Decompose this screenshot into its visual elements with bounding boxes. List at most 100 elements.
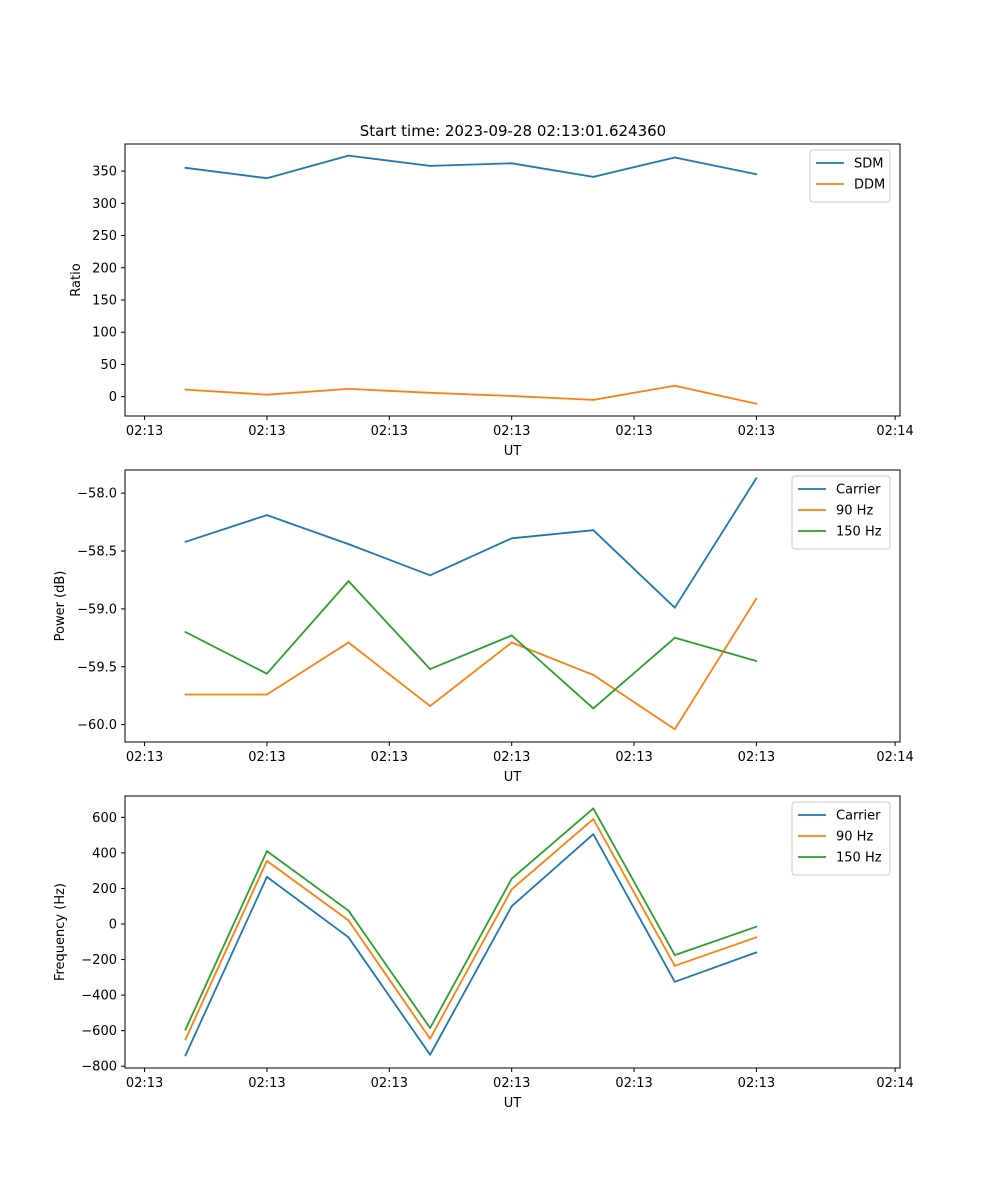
power-series-point <box>266 672 268 675</box>
frequency-series-150-hz-line <box>184 807 757 1031</box>
frequency-y-tick-label: 400 <box>92 846 117 861</box>
power-series-point <box>592 707 595 710</box>
frequency-series-point <box>510 888 513 891</box>
frequency-x-axis-label: UT <box>504 1096 522 1111</box>
power-series-point <box>347 641 350 644</box>
frequency-series-point <box>755 925 758 928</box>
ratio-plot: 02:13 02:13 02:13 02:13 02:13 02:13 02:14 0 50 10… <box>69 143 914 459</box>
power-series-point <box>266 514 268 517</box>
power-legend: Carrier 90 Hz 150 Hz <box>791 475 891 550</box>
power-series-point <box>755 597 758 600</box>
ratio-series-point <box>347 388 350 390</box>
frequency-legend-label: 150 Hz <box>836 851 882 866</box>
power-legend-label: 150 Hz <box>836 525 882 540</box>
power-y-tick-label: −58.5 <box>77 545 117 560</box>
frequency-y-tick-label: 200 <box>92 882 117 897</box>
power-legend-label: 90 Hz <box>836 504 873 519</box>
ratio-x-axis-label: UT <box>504 444 522 459</box>
ratio-series-point <box>592 175 595 178</box>
power-legend-label: Carrier <box>836 483 881 498</box>
power-series-point <box>510 537 513 540</box>
power-y-tick-label: −59.0 <box>77 602 117 617</box>
ratio-y-axis-label: Ratio <box>69 263 84 296</box>
power-series-point <box>184 631 187 633</box>
frequency-x-tick-label: 02:13 <box>371 1076 408 1091</box>
ratio-y-tick-label: 350 <box>92 165 117 180</box>
figure-title: Start time: 2023-09-28 02:13:01.624360 <box>360 122 666 140</box>
power-x-tick-label: 02:14 <box>876 750 913 765</box>
frequency-series-point <box>266 875 268 878</box>
power-series-point <box>510 641 513 644</box>
ratio-series-sdm-line <box>185 154 757 180</box>
ratio-legend-label: DDM <box>854 178 885 193</box>
power-series-point <box>184 693 187 696</box>
ratio-series-point <box>755 173 758 176</box>
power-series-90-hz-line <box>185 598 758 731</box>
ratio-y-tick-label: 300 <box>92 197 117 212</box>
ratio-series-point <box>184 388 187 391</box>
power-y-tick-label: −60.0 <box>77 718 117 733</box>
frequency-series-point <box>347 909 350 912</box>
ratio-y-tick-label: 250 <box>92 229 117 244</box>
frequency-series-point <box>184 1038 187 1041</box>
power-y-tick-label: −59.5 <box>77 660 117 675</box>
frequency-series-point <box>184 1054 187 1057</box>
ratio-series-point <box>266 393 268 396</box>
frequency-x-tick-label: 02:13 <box>738 1076 775 1091</box>
ratio-x-tick-label: 02:13 <box>493 424 530 439</box>
frequency-series-point <box>266 859 268 862</box>
ratio-x-tick-label: 02:13 <box>615 424 652 439</box>
ratio-x-tick-label: 02:14 <box>876 424 913 439</box>
frequency-series-point <box>592 833 595 836</box>
frequency-y-tick-label: 600 <box>92 811 117 826</box>
frequency-series-point <box>266 850 268 853</box>
frequency-series-point <box>429 1027 432 1029</box>
power-series-point <box>347 580 350 583</box>
ratio-x-tick-label: 02:13 <box>248 424 285 439</box>
ratio-series-ddm-line <box>185 384 757 405</box>
ratio-series-point <box>347 154 350 157</box>
power-x-tick-label: 02:13 <box>738 750 775 765</box>
frequency-x-tick-label: 02:13 <box>248 1076 285 1091</box>
power-series-point <box>755 660 758 662</box>
power-axes-frame <box>124 469 901 743</box>
frequency-series-point <box>184 1028 187 1031</box>
power-y-tick-label: −58.0 <box>77 487 117 502</box>
frequency-series-point <box>673 954 676 957</box>
ratio-y-tick-label: 150 <box>92 293 117 308</box>
power-series-point <box>347 543 350 545</box>
frequency-y-tick-label: −200 <box>81 953 117 968</box>
frequency-series-point <box>347 919 350 922</box>
power-x-tick-label: 02:13 <box>126 750 163 765</box>
frequency-legend: Carrier 90 Hz 150 Hz <box>791 801 891 876</box>
power-x-tick-label: 02:13 <box>248 750 285 765</box>
frequency-series-point <box>673 980 676 983</box>
frequency-y-tick-label: 0 <box>109 918 117 933</box>
frequency-series-point <box>429 1053 432 1056</box>
power-series-point <box>755 477 758 480</box>
ratio-series-point <box>755 402 758 405</box>
frequency-series-point <box>592 807 595 810</box>
frequency-series-point <box>755 951 758 954</box>
power-series-150-hz-line <box>184 580 757 710</box>
power-x-tick-label: 02:13 <box>371 750 408 765</box>
frequency-y-tick-label: −800 <box>81 1060 117 1075</box>
frequency-series-point <box>429 1037 432 1040</box>
frequency-series-point <box>592 818 595 821</box>
power-x-tick-label: 02:13 <box>493 750 530 765</box>
frequency-series-point <box>510 877 513 880</box>
ratio-series-point <box>429 165 432 167</box>
ratio-series-point <box>510 162 513 165</box>
power-y-axis-label: Power (dB) <box>53 571 68 642</box>
frequency-x-tick-label: 02:13 <box>493 1076 530 1091</box>
power-series-point <box>673 606 676 609</box>
frequency-y-axis-label: Frequency (Hz) <box>53 883 68 981</box>
power-series-carrier-line <box>185 477 758 609</box>
frequency-legend-label: 90 Hz <box>836 830 873 845</box>
frequency-series-point <box>673 964 676 967</box>
frequency-legend-label: Carrier <box>836 809 881 824</box>
power-series-point <box>510 634 513 637</box>
frequency-x-tick-label: 02:13 <box>126 1076 163 1091</box>
power-series-point <box>429 705 432 708</box>
